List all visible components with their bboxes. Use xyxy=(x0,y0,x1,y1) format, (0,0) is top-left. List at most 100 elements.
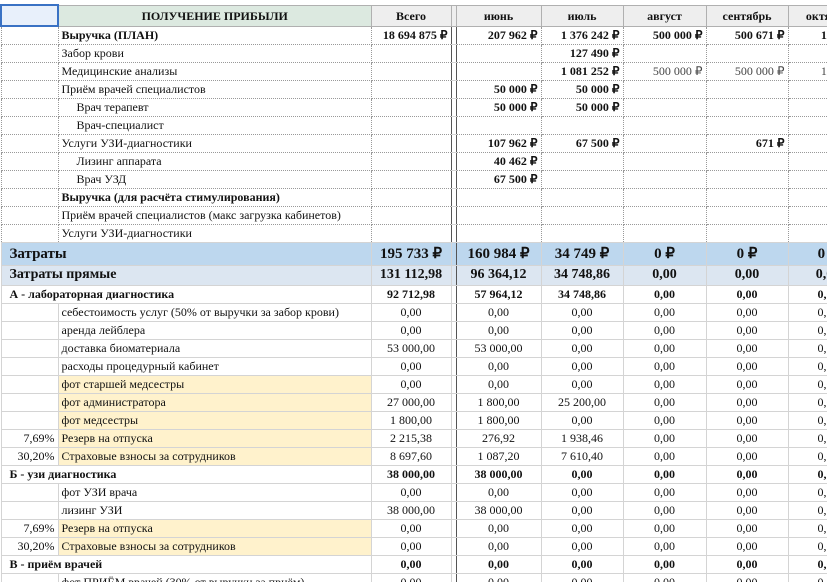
value-cell[interactable]: 10 000 ₽ xyxy=(787,61,827,81)
value-cell[interactable]: 0,00 xyxy=(787,536,827,556)
row-label[interactable]: фот администратора xyxy=(57,392,372,412)
value-cell[interactable] xyxy=(622,169,707,189)
value-cell[interactable]: 0,00 xyxy=(705,264,789,286)
value-cell[interactable]: 53 000,00 xyxy=(455,338,542,358)
value-cell[interactable]: 0,00 xyxy=(622,392,707,412)
row-label[interactable]: Затраты прямые xyxy=(0,264,372,286)
value-cell[interactable]: 0,00 xyxy=(705,338,789,358)
row-label[interactable]: Б - узи диагностика xyxy=(0,464,372,484)
value-cell[interactable]: 0 ₽ xyxy=(622,241,707,266)
value-cell[interactable] xyxy=(455,205,542,225)
value-cell[interactable] xyxy=(455,115,542,135)
value-cell[interactable]: 0,00 xyxy=(370,554,452,574)
value-cell[interactable]: 0,00 xyxy=(705,392,789,412)
value-cell[interactable]: 207 962 ₽ xyxy=(455,25,542,45)
value-cell[interactable]: 500 000 ₽ xyxy=(622,25,707,45)
row-label[interactable]: фот старшей медсестры xyxy=(57,374,372,394)
value-cell[interactable] xyxy=(622,187,707,207)
value-cell[interactable]: 1 800,00 xyxy=(455,410,542,430)
value-cell[interactable]: 131 112,98 xyxy=(370,264,452,286)
value-cell[interactable]: 0,00 xyxy=(455,356,542,376)
value-cell[interactable]: 1 081 252 ₽ xyxy=(540,61,624,81)
row-label[interactable]: Страховые взносы за сотрудников xyxy=(57,536,372,556)
value-cell[interactable]: 96 364,12 xyxy=(455,264,542,286)
percent[interactable] xyxy=(0,97,59,117)
value-cell[interactable]: 1 800,00 xyxy=(455,392,542,412)
row-label[interactable]: Выручка (для расчёта стимулирования) xyxy=(57,187,372,207)
value-cell[interactable]: 50 000 ₽ xyxy=(540,97,624,117)
row-label[interactable]: аренда лейблера xyxy=(57,320,372,340)
value-cell[interactable] xyxy=(370,187,452,207)
percent[interactable] xyxy=(0,43,59,63)
value-cell[interactable]: 0,00 xyxy=(622,554,707,574)
value-cell[interactable] xyxy=(787,205,827,225)
value-cell[interactable]: 1 800,00 xyxy=(370,410,452,430)
value-cell[interactable]: 50 000 ₽ xyxy=(455,79,542,99)
percent[interactable] xyxy=(0,169,59,189)
value-cell[interactable] xyxy=(622,205,707,225)
value-cell[interactable]: 0,00 xyxy=(705,482,789,502)
percent[interactable]: 7,69% xyxy=(0,428,59,448)
value-cell[interactable]: 18 694 875 ₽ xyxy=(370,25,452,45)
value-cell[interactable]: 0,00 xyxy=(787,284,827,304)
value-cell[interactable] xyxy=(705,169,789,189)
percent[interactable] xyxy=(0,482,59,502)
row-label[interactable]: Приём врачей специалистов xyxy=(57,79,372,99)
value-cell[interactable] xyxy=(370,43,452,63)
value-cell[interactable]: 0,00 xyxy=(540,482,624,502)
percent[interactable]: 30,20% xyxy=(0,536,59,556)
value-cell[interactable] xyxy=(540,205,624,225)
value-cell[interactable]: 38 000,00 xyxy=(370,464,452,484)
value-cell[interactable] xyxy=(370,205,452,225)
value-cell[interactable]: 0,00 xyxy=(455,320,542,340)
value-cell[interactable]: 0,00 xyxy=(622,536,707,556)
value-cell[interactable]: 0,00 xyxy=(370,374,452,394)
row-label[interactable]: расходы процедурный кабинет xyxy=(57,356,372,376)
value-cell[interactable]: 0,00 xyxy=(705,500,789,520)
value-cell[interactable]: 40 462 ₽ xyxy=(455,151,542,171)
value-cell[interactable]: 92 712,98 xyxy=(370,284,452,304)
value-cell[interactable] xyxy=(705,79,789,99)
row-label[interactable]: Забор крови xyxy=(57,43,372,63)
value-cell[interactable]: 0,00 xyxy=(540,302,624,322)
value-cell[interactable]: 38 000,00 xyxy=(455,464,542,484)
value-cell[interactable]: 0,00 xyxy=(705,356,789,376)
row-label[interactable]: фот УЗИ врача xyxy=(57,482,372,502)
value-cell[interactable]: 500 671 ₽ xyxy=(705,25,789,45)
value-cell[interactable]: 67 500 ₽ xyxy=(455,169,542,189)
value-cell[interactable] xyxy=(787,133,827,153)
header-cell[interactable]: июль xyxy=(540,4,624,27)
value-cell[interactable]: 0,00 xyxy=(622,320,707,340)
value-cell[interactable]: 0,00 xyxy=(540,518,624,538)
value-cell[interactable]: 0,00 xyxy=(705,536,789,556)
value-cell[interactable]: 0,00 xyxy=(540,356,624,376)
value-cell[interactable] xyxy=(370,115,452,135)
value-cell[interactable]: 67 500 ₽ xyxy=(540,133,624,153)
value-cell[interactable] xyxy=(787,43,827,63)
value-cell[interactable]: 0,00 xyxy=(787,264,827,286)
row-label[interactable]: фот ПРИЁМ врачей (30% от выручки за приё… xyxy=(57,572,372,582)
value-cell[interactable]: 500 000 ₽ xyxy=(705,61,789,81)
value-cell[interactable]: 0,00 xyxy=(622,338,707,358)
row-label[interactable]: Затраты xyxy=(0,241,372,266)
value-cell[interactable]: 0,00 xyxy=(787,500,827,520)
value-cell[interactable]: 0,00 xyxy=(622,356,707,376)
value-cell[interactable] xyxy=(540,151,624,171)
value-cell[interactable]: 0,00 xyxy=(705,302,789,322)
header-cell[interactable]: Всего xyxy=(370,4,452,27)
value-cell[interactable]: 0 ₽ xyxy=(705,241,789,266)
value-cell[interactable]: 0,00 xyxy=(787,356,827,376)
value-cell[interactable]: 0,00 xyxy=(705,464,789,484)
value-cell[interactable]: 0,00 xyxy=(705,374,789,394)
value-cell[interactable]: 0,00 xyxy=(787,374,827,394)
header-cell[interactable]: октябрь xyxy=(787,4,827,27)
value-cell[interactable] xyxy=(455,223,542,243)
value-cell[interactable] xyxy=(540,223,624,243)
value-cell[interactable] xyxy=(622,79,707,99)
value-cell[interactable] xyxy=(705,115,789,135)
row-label[interactable]: Выручка (ПЛАН) xyxy=(57,25,372,45)
value-cell[interactable] xyxy=(370,169,452,189)
value-cell[interactable]: 0,00 xyxy=(622,410,707,430)
value-cell[interactable]: 0,00 xyxy=(622,464,707,484)
percent[interactable] xyxy=(0,410,59,430)
